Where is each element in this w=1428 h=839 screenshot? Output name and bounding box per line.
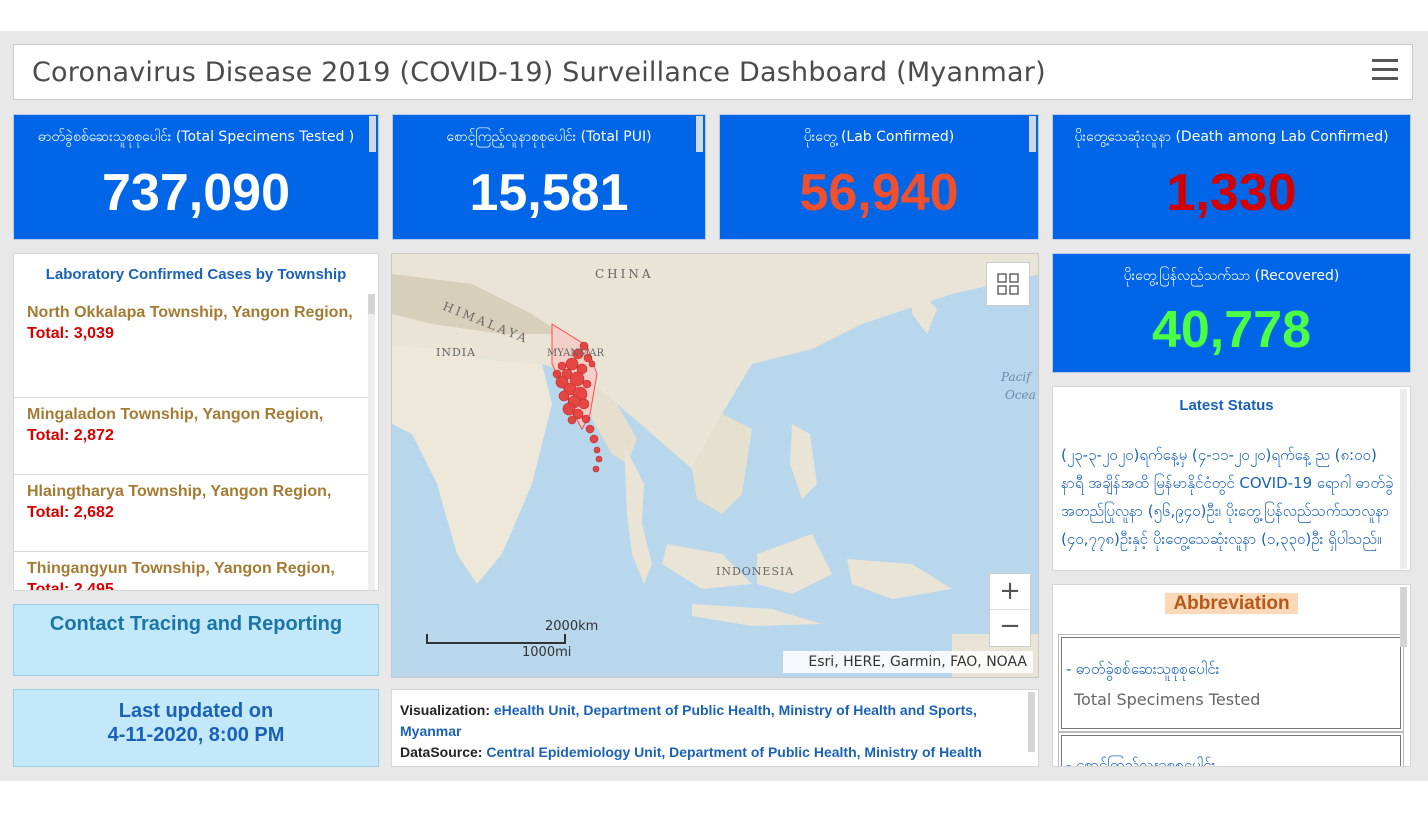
- map-view[interactable]: CHINA HIMALAYA INDIA MYANMAR INDONESIA P…: [391, 253, 1039, 678]
- visualization-link[interactable]: eHealth Unit, Department of Public Healt…: [400, 702, 977, 739]
- credits-panel: Visualization: eHealth Unit, Department …: [391, 689, 1039, 767]
- scrollbar[interactable]: [1028, 692, 1035, 752]
- abbreviation-title: Abbreviation: [1165, 593, 1298, 614]
- indicator-value: 56,940: [799, 164, 959, 222]
- datasource-label: DataSource:: [400, 744, 483, 760]
- map-label-myanmar: MYANMAR: [547, 348, 605, 359]
- list-item[interactable]: Hlaingtharya Township, Yangon Region, To…: [14, 475, 370, 552]
- list-item[interactable]: North Okkalapa Township, Yangon Region, …: [14, 302, 370, 398]
- zoom-out-button[interactable]: −: [999, 611, 1021, 641]
- basemap-gallery-icon[interactable]: [986, 262, 1030, 306]
- latest-status-title: Latest Status: [1179, 397, 1274, 414]
- abbreviation-item: - စောင့်ကြည့်လူနာစုစုပေါင်း: [1058, 732, 1404, 767]
- datasource-link[interactable]: Central Epidemiology Unit, Department of…: [486, 744, 982, 760]
- abbreviation-mm: - စောင့်ကြည့်လူနာစုစုပေါင်း: [1066, 756, 1216, 767]
- scale-km-label: 2000km: [545, 619, 599, 634]
- indicator-label: ပိုးတွေ့ပြန်လည်သက်သာ (Recovered): [1123, 268, 1340, 284]
- indicator-recovered: ပိုးတွေ့ပြန်လည်သက်သာ (Recovered) 40,778: [1052, 253, 1411, 373]
- indicator-deaths: ပိုးတွေ့သေဆုံးလူနာ (Death among Lab Conf…: [1052, 114, 1411, 240]
- abbreviation-panel: Abbreviation - ဓာတ်ခွဲစစ်ဆေးသူစုစုပေါင်း…: [1052, 584, 1411, 767]
- indicator-total-specimens-tested: ဓာတ်ခွဲစစ်ဆေးသူစုစုပေါင်း (Total Specime…: [13, 114, 379, 240]
- scrollbar-track[interactable]: [1400, 389, 1407, 569]
- contact-tracing-button[interactable]: Contact Tracing and Reporting: [13, 604, 379, 676]
- scrollbar[interactable]: [1400, 587, 1407, 647]
- indicator-label: ဓာတ်ခွဲစစ်ဆေးသူစုစုပေါင်း (Total Specime…: [37, 129, 355, 145]
- township-list-title: Laboratory Confirmed Cases by Township: [45, 266, 347, 283]
- abbreviation-item: - ဓာတ်ခွဲစစ်ဆေးသူစုစုပေါင်း Total Specim…: [1058, 634, 1404, 732]
- map-label-pacific: Pacif: [1001, 370, 1031, 384]
- map-attribution[interactable]: Esri, HERE, Garmin, FAO, NOAA: [783, 651, 1033, 673]
- township-total: Total: 2,872: [27, 427, 114, 444]
- indicator-value: 1,330: [1166, 164, 1297, 222]
- abbreviation-en: Total Specimens Tested: [1074, 690, 1261, 709]
- scrollbar[interactable]: [369, 116, 376, 152]
- township-list-panel: Laboratory Confirmed Cases by Township N…: [13, 253, 379, 591]
- dashboard-title: Coronavirus Disease 2019 (COVID-19) Surv…: [32, 57, 1046, 88]
- scrollbar-thumb[interactable]: [368, 294, 375, 314]
- indicator-value: 737,090: [102, 164, 290, 222]
- last-updated-date: 4-11-2020, 8:00 PM: [107, 724, 285, 746]
- map-label-indonesia: INDONESIA: [716, 565, 795, 578]
- township-list[interactable]: North Okkalapa Township, Yangon Region, …: [14, 294, 370, 590]
- latest-status-text: (၂၃-၃-၂၀၂၀)ရက်နေ့မှ (၄-၁၁-၂၀၂၀)ရက်နေ့ ည …: [1061, 446, 1394, 548]
- township-name: Hlaingtharya Township, Yangon Region,: [27, 483, 332, 500]
- contact-tracing-label: Contact Tracing and Reporting: [49, 613, 343, 635]
- scale-bar: [426, 634, 566, 644]
- indicator-value: 40,778: [1151, 301, 1312, 359]
- indicator-label: စောင့်ကြည့်လူနာစုစုပေါင်း (Total PUI): [446, 129, 652, 145]
- scrollbar-track[interactable]: [368, 294, 375, 590]
- indicator-value: 15,581: [469, 164, 629, 222]
- list-item[interactable]: Mingaladon Township, Yangon Region, Tota…: [14, 398, 370, 475]
- list-item[interactable]: Thingangyun Township, Yangon Region, Tot…: [14, 552, 370, 590]
- map-label-china: CHINA: [595, 267, 654, 281]
- indicator-total-pui: စောင့်ကြည့်လူနာစုစုပေါင်း (Total PUI) 15…: [392, 114, 706, 240]
- scrollbar[interactable]: [1029, 116, 1036, 152]
- indicator-label: ပိုးတွေ့သေဆုံးလူနာ (Death among Lab Conf…: [1074, 129, 1389, 145]
- zoom-in-button[interactable]: +: [990, 574, 1030, 610]
- scrollbar[interactable]: [696, 116, 703, 152]
- zoom-controls: + −: [989, 573, 1031, 647]
- last-updated-panel: Last updated on 4-11-2020, 8:00 PM: [13, 689, 379, 767]
- map-label-india: INDIA: [436, 346, 477, 359]
- latest-status-panel: Latest Status (၂၃-၃-၂၀၂၀)ရက်နေ့မှ (၄-၁၁-…: [1052, 386, 1411, 571]
- abbreviation-mm: - ဓာတ်ခွဲစစ်ဆေးသူစုစုပေါင်း: [1066, 660, 1220, 678]
- township-name: Mingaladon Township, Yangon Region,: [27, 406, 324, 423]
- hamburger-menu-icon[interactable]: [1372, 59, 1398, 81]
- township-name: Thingangyun Township, Yangon Region,: [27, 560, 335, 577]
- township-total: Total: 2,682: [27, 504, 114, 521]
- township-name: North Okkalapa Township, Yangon Region,: [27, 304, 353, 321]
- last-updated-label: Last updated on: [118, 700, 274, 722]
- map-label-ocean: Ocea: [1005, 388, 1036, 402]
- township-total: Total: 2,495: [27, 581, 114, 590]
- township-total: Total: 3,039: [27, 325, 114, 342]
- scale-mi-label: 1000mi: [522, 645, 572, 660]
- dashboard-header: Coronavirus Disease 2019 (COVID-19) Surv…: [13, 44, 1413, 100]
- indicator-label: ပိုးတွေ့ (Lab Confirmed): [803, 129, 955, 145]
- visualization-label: Visualization:: [400, 702, 490, 718]
- indicator-lab-confirmed: ပိုးတွေ့ (Lab Confirmed) 56,940: [719, 114, 1039, 240]
